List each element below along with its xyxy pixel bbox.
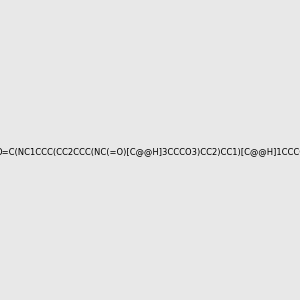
Text: O=C(NC1CCC(CC2CCC(NC(=O)[C@@H]3CCCO3)CC2)CC1)[C@@H]1CCCO1: O=C(NC1CCC(CC2CCC(NC(=O)[C@@H]3CCCO3)CC2… [0,147,300,156]
